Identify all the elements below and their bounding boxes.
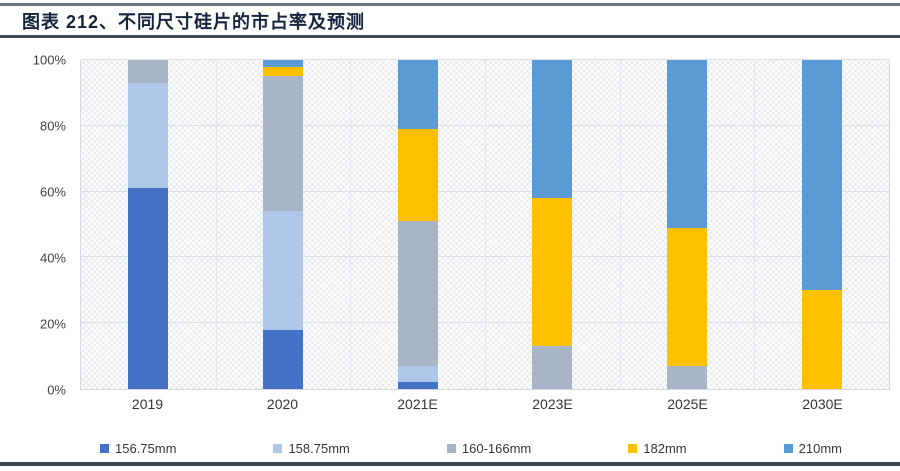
legend-item-156.75mm: 156.75mm xyxy=(100,441,176,456)
title-underline-divider xyxy=(0,35,900,38)
bar-2025E xyxy=(667,60,707,389)
top-divider xyxy=(0,3,900,6)
bar-segment-2030E-182mm xyxy=(801,290,842,389)
legend-label: 210mm xyxy=(798,440,842,456)
legend-swatch-icon xyxy=(628,443,638,453)
vertical-gridline xyxy=(754,60,756,389)
plot-area xyxy=(80,59,890,390)
bar-segment-2023E-160-166mm xyxy=(532,346,573,389)
legend-swatch-icon xyxy=(273,443,283,453)
y-tick-label: 0% xyxy=(47,382,66,398)
y-tick-label: 20% xyxy=(39,316,66,332)
legend-label: 156.75mm xyxy=(115,440,177,456)
legend-swatch-icon xyxy=(446,443,456,453)
bar-segment-2025E-182mm xyxy=(667,227,707,366)
bar-2020 xyxy=(263,60,303,389)
legend-label: 160-166mm xyxy=(461,440,532,456)
legend-item-210mm: 210mm xyxy=(783,440,842,456)
x-label-2023E: 2023E xyxy=(532,396,573,412)
x-label-2021E: 2021E xyxy=(397,396,438,412)
x-label-2025E: 2025E xyxy=(667,396,708,412)
bar-segment-2030E-210mm xyxy=(801,60,842,291)
y-tick-label: 40% xyxy=(39,250,66,266)
gridline-100% xyxy=(81,59,889,60)
vertical-gridline xyxy=(215,60,217,389)
bar-segment-2020-160-166mm xyxy=(263,76,303,212)
bar-segment-2020-210mm xyxy=(263,60,303,67)
bottom-divider xyxy=(0,462,900,466)
bar-segment-2023E-182mm xyxy=(532,198,573,347)
chart-legend: 156.75mm 158.75mm 160-166mm 182mm 210mm xyxy=(100,438,842,458)
bar-segment-2019-156.75mm xyxy=(128,188,169,389)
legend-item-182mm: 182mm xyxy=(628,440,687,456)
x-label-2030E: 2030E xyxy=(802,396,843,412)
vertical-gridline xyxy=(485,60,486,389)
legend-item-160-166mm: 160-166mm xyxy=(446,440,532,456)
bar-segment-2021E-158.75mm xyxy=(397,365,438,383)
x-label-2019: 2019 xyxy=(131,396,164,412)
bar-segment-2025E-210mm xyxy=(667,60,707,228)
bar-segment-2020-158.75mm xyxy=(263,211,303,330)
x-label-2020: 2020 xyxy=(266,396,299,412)
bar-segment-2019-158.75mm xyxy=(128,83,169,189)
bar-segment-2025E-160-166mm xyxy=(667,365,707,389)
bar-segment-2021E-160-166mm xyxy=(397,221,438,366)
bar-segment-2021E-182mm xyxy=(397,129,438,222)
x-axis: 2019 2020 2021E 2023E 2025E 2030E xyxy=(80,396,890,420)
vertical-gridline xyxy=(619,60,621,389)
bar-segment-2020-156.75mm xyxy=(263,329,303,389)
bar-2030E xyxy=(801,60,842,389)
chart-title: 图表 212、不同尺寸硅片的市占率及预测 xyxy=(22,12,366,32)
bar-2021E xyxy=(397,60,438,389)
y-tick-label: 60% xyxy=(39,184,66,200)
legend-swatch-icon xyxy=(783,443,793,453)
bar-segment-2020-182mm xyxy=(263,66,303,77)
bar-segment-2021E-156.75mm xyxy=(397,382,438,389)
y-axis: 0% 20% 40% 60% 80% 100% xyxy=(0,53,72,398)
y-tick-label: 80% xyxy=(39,118,66,134)
vertical-gridline xyxy=(350,60,352,389)
legend-label: 158.75mm xyxy=(288,440,350,456)
bar-segment-2021E-210mm xyxy=(397,60,438,130)
bar-2023E xyxy=(532,60,573,389)
y-tick-label: 100% xyxy=(32,52,66,68)
legend-item-158.75mm: 158.75mm xyxy=(273,440,350,456)
bar-segment-2019-160-166mm xyxy=(128,60,169,84)
bar-segment-2023E-210mm xyxy=(532,60,573,199)
legend-swatch-icon xyxy=(100,443,109,453)
bar-2019 xyxy=(128,60,169,389)
legend-label: 182mm xyxy=(643,440,687,456)
